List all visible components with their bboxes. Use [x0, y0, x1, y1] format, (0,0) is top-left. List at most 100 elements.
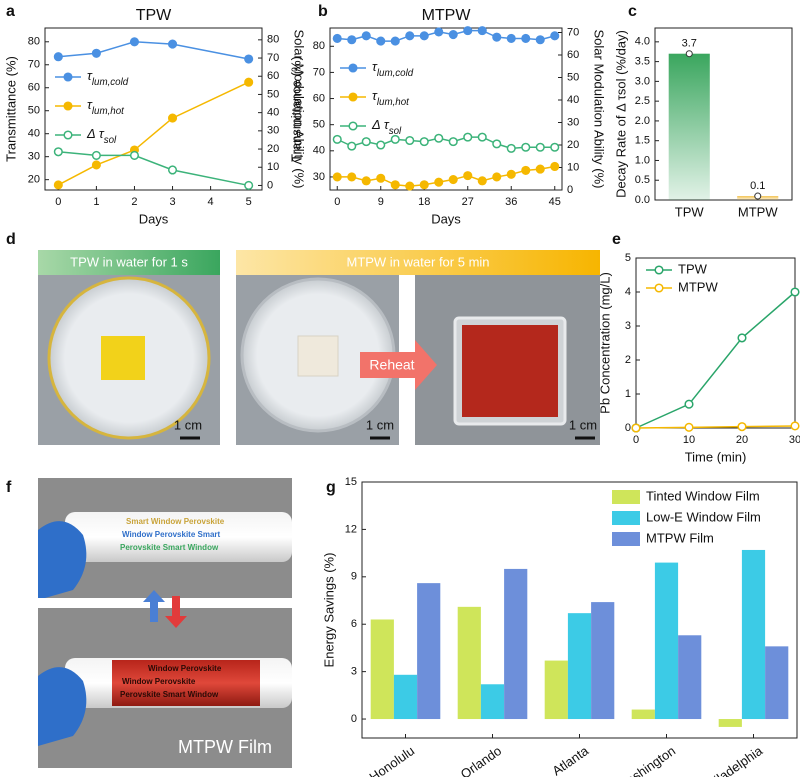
film-sample: [297, 335, 339, 377]
data-point: [419, 137, 429, 147]
roll-text: Smart Window Perovskite: [126, 517, 225, 526]
y-tick-label: 3.0: [635, 75, 650, 87]
legend-marker: [654, 265, 664, 275]
plot-frame: [44, 27, 263, 191]
y2-tick-label: 60: [267, 70, 279, 82]
y-tick-label: 6: [351, 618, 357, 630]
film-sample: [462, 325, 558, 417]
y-tick-label: 4.0: [635, 36, 650, 48]
y-tick-label: 30: [28, 151, 40, 163]
y-tick-label: 12: [345, 523, 357, 535]
y-tick-label: 50: [28, 105, 40, 117]
panel-f: f Smart Window Perovskite Window Perovsk…: [6, 478, 292, 768]
series-line: [337, 165, 555, 187]
y-tick-label: 20: [28, 174, 40, 186]
glove: [38, 521, 87, 600]
y2-tick-label: 40: [567, 94, 579, 106]
y2-tick-label: 70: [567, 26, 579, 38]
x-axis-label: Days: [139, 211, 169, 226]
data-point: [506, 169, 516, 179]
x-tick-label: 36: [505, 196, 517, 208]
data-point: [332, 172, 342, 182]
data-point: [448, 174, 458, 185]
panel-label: c: [628, 3, 637, 20]
legend-marker: [63, 72, 73, 82]
y-tick-label: 80: [313, 40, 325, 52]
legend-label: MTPW Film: [646, 530, 714, 545]
reheat-arrow: [360, 340, 437, 390]
y-tick-label: 4: [625, 286, 631, 298]
data-point: [434, 133, 444, 143]
roll-text: Window Perovskite: [122, 677, 196, 686]
legend-label: τlum,cold: [87, 68, 129, 88]
x-tick-label: 1: [93, 196, 99, 208]
x-tick-label: 5: [246, 196, 252, 208]
data-point: [477, 26, 487, 36]
y-tick-label: 3: [351, 666, 357, 678]
bar: [741, 549, 766, 720]
data-point: [405, 181, 415, 191]
x-tick-label: 27: [462, 196, 474, 208]
legend-label: Δ τsol: [86, 126, 117, 146]
y-tick-label: 60: [28, 82, 40, 94]
data-point: [376, 173, 386, 183]
data-point: [129, 150, 140, 160]
roll-text: Window Perovskite Smart: [122, 530, 221, 539]
y-tick-label: 5: [625, 252, 631, 264]
x-tick-label: 2: [131, 196, 137, 208]
bar: [544, 660, 568, 720]
data-point: [550, 161, 560, 172]
data-point: [167, 113, 178, 123]
data-point: [684, 422, 694, 432]
y-tick-label: 3.5: [635, 56, 650, 68]
data-point: [434, 177, 444, 187]
data-point: [53, 180, 63, 190]
panel-label: e: [612, 231, 621, 248]
data-point: [405, 31, 415, 41]
divider: [38, 598, 292, 608]
y2-tick-label: 20: [267, 143, 279, 155]
bar: [370, 619, 394, 720]
x-tick-label: 9: [378, 196, 384, 208]
bar: [480, 684, 505, 720]
roll-text: Perovskite Smart Window: [120, 690, 219, 699]
data-point: [737, 333, 747, 343]
data-point: [390, 134, 400, 144]
chart-title: MTPW: [422, 7, 472, 24]
data-point: [434, 27, 444, 37]
y2-tick-label: 40: [267, 107, 279, 119]
y-tick-label: 60: [313, 92, 325, 104]
legend-marker: [348, 63, 358, 73]
legend-swatch: [612, 511, 640, 525]
caption: MTPW Film: [178, 737, 272, 757]
data-point: [463, 171, 473, 181]
bar-top-marker: [754, 192, 762, 200]
y-axis-label: Transmittance (%): [288, 56, 303, 162]
legend-label: Low-E Window Film: [646, 509, 761, 524]
bar: [567, 613, 592, 720]
legend-label: τlum,hot: [87, 97, 125, 117]
x-tick-label: 4: [208, 196, 214, 208]
data-point: [361, 176, 371, 186]
y2-axis-label: Solar Modulation Ability (%): [592, 30, 607, 189]
y-tick-label: 1.0: [635, 154, 650, 166]
x-tick-label: 3: [169, 196, 175, 208]
legend-swatch: [612, 532, 640, 546]
bar: [631, 709, 655, 720]
plot-frame: [635, 257, 796, 429]
x-axis-label: Days: [431, 211, 461, 226]
x-tick-label: 30: [789, 434, 800, 446]
data-point: [91, 150, 101, 160]
x-tick-label: 18: [418, 196, 430, 208]
bar: [718, 719, 742, 727]
x-tick-label: Atlanta: [549, 743, 591, 777]
data-point: [91, 48, 101, 58]
data-point: [53, 52, 63, 62]
y-tick-label: 2: [625, 354, 631, 366]
data-point: [376, 140, 386, 150]
panel-label: b: [318, 3, 328, 20]
data-point: [631, 423, 641, 433]
y-tick-label: 9: [351, 571, 357, 583]
up-arrow: [143, 590, 165, 622]
